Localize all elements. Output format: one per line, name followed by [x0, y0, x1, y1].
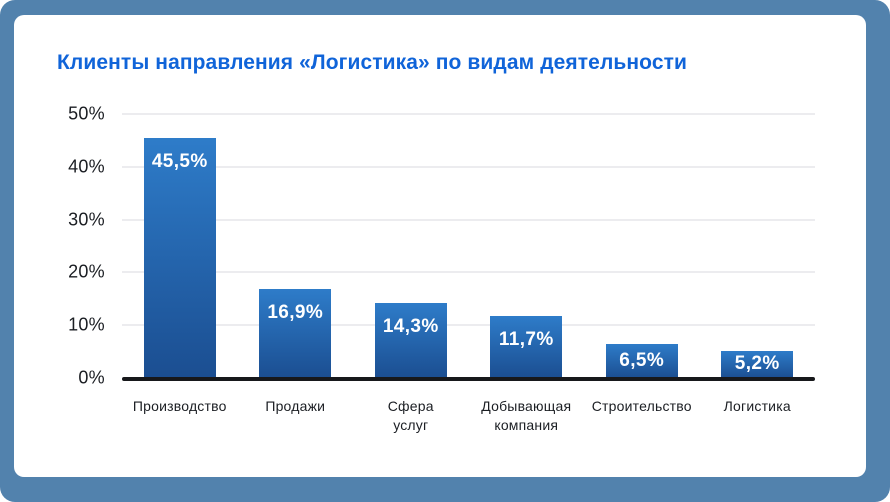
bar-slot: 45,5% [122, 114, 238, 378]
bar-chart: 50% 40% 30% 20% 10% 0% 45,5% 16,9% 14,3% 11,7% 6,… [14, 15, 866, 477]
x-category-label-line: Добывающая [481, 398, 572, 414]
bar-slot: 5,2% [700, 114, 816, 378]
y-tick-label: 30% [68, 209, 105, 230]
y-tick-label: 40% [68, 156, 105, 177]
bar-slot: 16,9% [238, 114, 354, 378]
x-axis-line [122, 377, 815, 381]
gridline [122, 324, 815, 327]
bar: 11,7% [490, 316, 563, 378]
bar-value-label: 5,2% [734, 353, 780, 375]
chart-title: Клиенты направления «Логистика» по видам… [57, 51, 687, 74]
x-category-label: Строительство [584, 397, 700, 435]
bar-value-label: 45,5% [151, 150, 208, 172]
x-category-label: Производство [122, 397, 238, 435]
x-category-label: Добывающая компания [469, 397, 585, 435]
bar: 5,2% [721, 350, 794, 378]
y-axis: 50% 40% 30% 20% 10% 0% [14, 104, 105, 388]
bar-value-label: 6,5% [619, 349, 665, 371]
x-category-label: Продажи [238, 397, 354, 435]
x-category-label-line: Сфера [387, 398, 434, 414]
gridline [122, 271, 815, 274]
x-category-label: Логистика [700, 397, 816, 435]
x-category-label-line: Логистика [723, 398, 791, 414]
y-tick-label: 10% [68, 314, 105, 335]
x-category-label-line: услуг [393, 417, 429, 433]
chart-card: Клиенты направления «Логистика» по видам… [14, 15, 866, 477]
bar: 6,5% [605, 343, 678, 378]
bar: 16,9% [259, 288, 332, 378]
y-tick-label: 20% [68, 261, 105, 282]
gridline [122, 218, 815, 221]
bar: 14,3% [374, 302, 447, 378]
bar-slot: 11,7% [469, 114, 585, 378]
bar-slot: 6,5% [584, 114, 700, 378]
bar-value-label: 14,3% [382, 315, 439, 337]
y-tick-label: 0% [78, 367, 105, 388]
plot-area: 45,5% 16,9% 14,3% 11,7% 6,5% 5,2% [122, 113, 815, 381]
x-category-label-line: компания [494, 417, 559, 433]
x-category-label-line: Производство [132, 398, 227, 414]
gridline [122, 165, 815, 168]
y-tick-label: 50% [68, 103, 105, 124]
bar: 45,5% [143, 137, 216, 378]
gridline [122, 113, 815, 115]
x-category-label-line: Строительство [591, 398, 692, 414]
bars: 45,5% 16,9% 14,3% 11,7% 6,5% 5,2% [122, 114, 815, 378]
bar-value-label: 16,9% [267, 301, 324, 323]
bar-value-label: 11,7% [498, 329, 554, 351]
x-category-label-line: Продажи [265, 398, 326, 414]
bar-slot: 14,3% [353, 114, 469, 378]
x-category-label: Сфера услуг [353, 397, 469, 435]
x-axis-labels: Производство Продажи Сфера услуг Добывающая к… [122, 397, 815, 435]
gridlines [122, 113, 815, 378]
